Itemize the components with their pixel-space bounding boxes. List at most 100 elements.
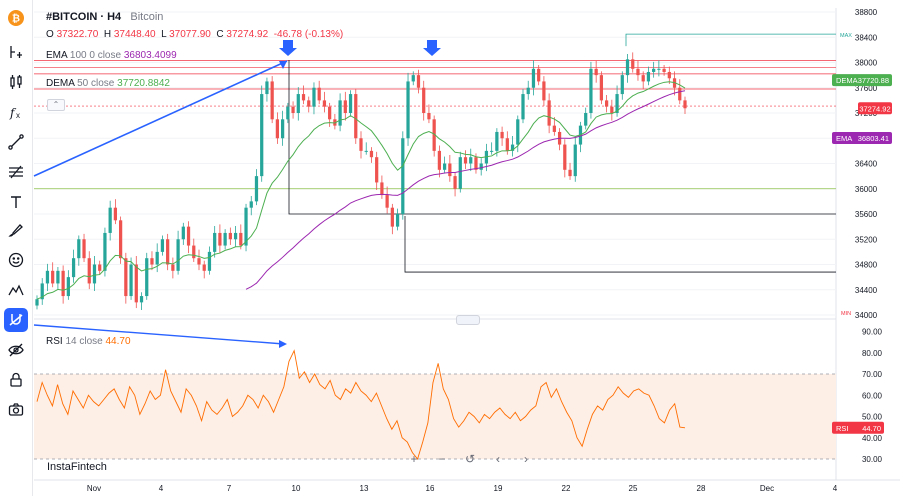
time-tick-label: 19 xyxy=(494,484,503,493)
rsi-name: RSI xyxy=(46,336,63,347)
candle-body xyxy=(145,258,149,297)
patterns-icon[interactable] xyxy=(4,278,28,302)
logo-icon[interactable]: ₿ xyxy=(4,6,28,30)
rsi-trend-arrow-head xyxy=(279,340,287,348)
pane-divider-handle[interactable] xyxy=(456,315,480,325)
candle-body xyxy=(552,125,556,132)
candle-body xyxy=(380,182,384,196)
candle-body xyxy=(265,81,269,95)
dema-value: 37720.8842 xyxy=(117,78,170,89)
candle-body xyxy=(547,100,551,126)
candle-body xyxy=(432,119,436,151)
trend-arrow-line xyxy=(33,60,288,177)
candle-body xyxy=(51,270,55,284)
fib-icon[interactable] xyxy=(4,160,28,184)
time-tick-label: 28 xyxy=(697,484,706,493)
reset-icon[interactable]: ↺ xyxy=(464,452,476,466)
candle-body xyxy=(625,59,630,76)
candle-body xyxy=(573,144,577,177)
hide-icon[interactable] xyxy=(4,338,28,362)
candle-body xyxy=(516,119,520,145)
candle-body xyxy=(249,201,253,208)
candle-body xyxy=(364,150,368,152)
dema-price-badge: DEMA 37720.88 xyxy=(832,74,892,87)
candle-body xyxy=(171,264,175,271)
candle-body xyxy=(218,232,222,246)
trend-arrow-head xyxy=(279,61,287,69)
collapse-legend-button[interactable]: ⌃ xyxy=(47,99,65,111)
time-tick-label: 16 xyxy=(426,484,435,493)
change-value: -46.78 (-0.13%) xyxy=(273,29,344,40)
price-tick-label: 34800 xyxy=(855,261,878,270)
ema-params: 100 0 close xyxy=(69,50,122,61)
badge-label: EMA xyxy=(836,134,852,143)
emoji-icon[interactable] xyxy=(4,248,28,272)
last-price-badge: 37274.92 xyxy=(858,102,892,115)
candle-body xyxy=(213,232,217,252)
magnet-icon[interactable] xyxy=(4,308,28,332)
plus-icon[interactable]: + xyxy=(410,452,418,466)
candle-body xyxy=(448,163,452,177)
trend-line-icon[interactable] xyxy=(4,130,28,154)
svg-text:f: f xyxy=(9,106,17,120)
price-tick-label: 37600 xyxy=(855,84,878,93)
support-line-lower xyxy=(404,216,836,273)
symbol-name[interactable]: #BITCOIN · H4 xyxy=(46,11,122,23)
open-label: O xyxy=(46,29,54,40)
rsi-tick-label: 30.00 xyxy=(862,455,883,464)
candle-body xyxy=(662,68,666,72)
timeframe-icon[interactable] xyxy=(4,40,28,64)
watermark: InstaFintech xyxy=(47,461,107,473)
candle-body xyxy=(510,144,515,151)
candle-body xyxy=(641,75,645,82)
candle-body xyxy=(542,81,546,101)
candle-body xyxy=(113,207,118,221)
brush-icon[interactable] xyxy=(4,218,28,242)
rsi-params: 14 close xyxy=(65,336,103,347)
rsi-tick-label: 50.00 xyxy=(862,413,883,422)
candle-body xyxy=(437,150,442,170)
candle-body xyxy=(296,94,300,113)
candle-body xyxy=(280,119,285,139)
camera-icon[interactable] xyxy=(4,398,28,422)
symbol-description: Bitcoin xyxy=(130,11,164,23)
candle-body xyxy=(307,100,311,107)
chevron-up-icon: ⌃ xyxy=(52,100,60,109)
candle-body xyxy=(343,100,347,113)
candle-body xyxy=(166,239,170,265)
rsi-tick-label: 60.00 xyxy=(862,391,883,400)
time-tick-label: 25 xyxy=(629,484,638,493)
candle-body xyxy=(56,270,60,284)
scroll-left-icon[interactable]: ‹ xyxy=(496,452,500,466)
minus-icon[interactable]: − xyxy=(438,452,446,466)
high-value: 37448.40 xyxy=(113,29,156,40)
scroll-right-icon[interactable]: › xyxy=(524,452,528,466)
svg-text:₿: ₿ xyxy=(12,13,20,25)
rsi-legend[interactable]: RSI 14 close 44.70 xyxy=(46,336,131,347)
dema-legend[interactable]: DEMA 50 close 37720.8842 xyxy=(46,78,170,89)
candle-body xyxy=(176,239,180,271)
candle-body xyxy=(453,176,457,189)
rsi-tick-label: 70.00 xyxy=(862,370,883,379)
rsi-value: 44.70 xyxy=(105,336,131,347)
badge-value: 37720.88 xyxy=(858,76,889,85)
ema-legend[interactable]: EMA 100 0 close 36803.4099 xyxy=(46,50,177,61)
price-tick-label: 38400 xyxy=(855,33,878,42)
candle-body xyxy=(354,94,358,139)
close-value: 37274.92 xyxy=(226,29,269,40)
lock-icon[interactable] xyxy=(4,368,28,392)
time-tick-label: 13 xyxy=(360,484,369,493)
candle-body xyxy=(139,296,144,303)
rsi-band xyxy=(34,374,836,459)
candle-body xyxy=(77,239,81,259)
max-label: MAX xyxy=(840,33,852,39)
text-icon[interactable] xyxy=(4,190,28,214)
candle-body xyxy=(61,270,65,297)
min-label: MIN xyxy=(841,311,851,317)
rsi-tick-label: 40.00 xyxy=(862,434,883,443)
candles-icon[interactable] xyxy=(4,70,28,94)
candle-body xyxy=(87,258,91,284)
candle-body xyxy=(463,157,468,164)
